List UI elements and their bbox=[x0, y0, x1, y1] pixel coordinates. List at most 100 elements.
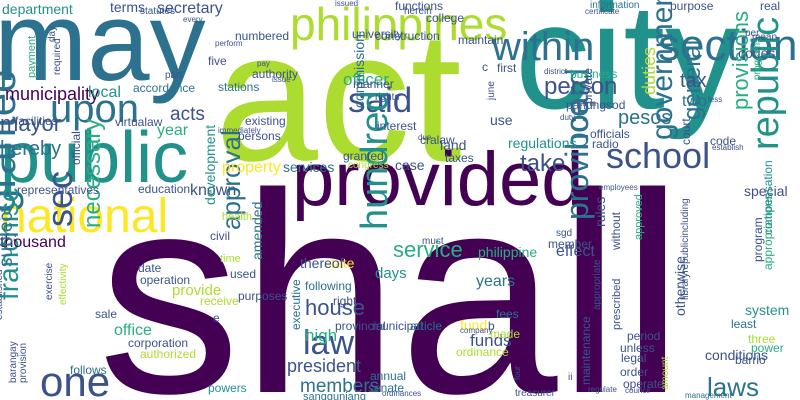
word-franchise: franchise bbox=[0, 186, 24, 300]
word-hundred: hundred bbox=[354, 91, 396, 230]
word-part: part bbox=[165, 70, 182, 81]
word-high: high bbox=[305, 326, 337, 345]
word-immediately: immediately bbox=[218, 126, 261, 135]
word-granted: granted bbox=[343, 149, 384, 163]
word-provide: provide bbox=[172, 282, 221, 299]
word-senate: senate bbox=[368, 381, 404, 395]
word-effect: effect bbox=[556, 243, 595, 260]
word-code: code bbox=[710, 134, 736, 148]
word-following: following bbox=[305, 279, 352, 293]
word-prescribed: prescribed bbox=[611, 279, 623, 330]
word-section: section bbox=[658, 21, 797, 70]
word-municipality: municipality bbox=[5, 84, 99, 104]
word-b: b bbox=[488, 319, 495, 333]
word-every: every bbox=[183, 15, 203, 24]
word-programs: programs bbox=[752, 38, 763, 80]
word-terms: terms bbox=[110, 0, 145, 15]
word-ordinance: ordinance bbox=[456, 345, 509, 359]
word-used: used bbox=[230, 267, 256, 281]
word-grantee: grantee bbox=[0, 70, 24, 212]
word-appropriations: appropriations bbox=[761, 194, 775, 270]
word-three: three bbox=[748, 332, 776, 346]
word-must: must bbox=[422, 236, 444, 247]
word-statutes: statutes bbox=[140, 6, 175, 17]
word-representatives: representatives bbox=[17, 183, 99, 197]
word-five: five bbox=[208, 54, 227, 68]
word-subject: subject bbox=[0, 206, 17, 267]
word-sale: sale bbox=[95, 307, 117, 321]
word-national: national bbox=[0, 190, 168, 243]
word-district: district bbox=[544, 67, 568, 76]
word-libraryrepublicincluding: libraryrepublicincluding bbox=[680, 198, 691, 300]
word-amount: amount bbox=[660, 356, 671, 390]
word-within: within bbox=[491, 25, 594, 69]
word-health: health bbox=[222, 211, 252, 223]
word-per: per bbox=[745, 28, 760, 39]
word-approval: approval bbox=[216, 130, 246, 230]
word-operation: operation bbox=[140, 273, 190, 287]
word-barangay: barangay bbox=[8, 341, 19, 383]
word-philippine: philippine bbox=[478, 244, 537, 260]
word-pesos: pesos bbox=[618, 107, 671, 129]
word-day: day bbox=[47, 26, 58, 42]
word-term: term bbox=[580, 99, 596, 108]
word-management: management bbox=[685, 391, 732, 400]
word-year: year bbox=[157, 122, 189, 139]
word-information: information bbox=[590, 0, 639, 11]
word-c: c bbox=[482, 60, 488, 74]
word-local: local bbox=[88, 84, 121, 101]
word-program: program bbox=[751, 217, 765, 262]
word-appropriate: appropriate bbox=[592, 259, 603, 310]
word-persons: persons bbox=[238, 129, 281, 143]
word-existing: existing bbox=[245, 114, 286, 128]
word-province: province bbox=[559, 99, 595, 220]
word-general: general bbox=[679, 40, 706, 120]
word-board: board bbox=[559, 68, 595, 150]
word-years: years bbox=[476, 273, 515, 290]
word-otherwise: otherwise bbox=[672, 256, 688, 316]
word-said: said bbox=[348, 81, 412, 120]
word-fees: fees bbox=[496, 307, 519, 321]
word-civil: civil bbox=[210, 229, 230, 243]
word-annual: annual bbox=[370, 369, 406, 383]
word-law: law bbox=[303, 324, 354, 362]
word-private: private bbox=[581, 68, 595, 104]
word-codes: codes bbox=[738, 45, 775, 61]
word-executive: executive bbox=[289, 279, 303, 330]
word-one: one bbox=[40, 358, 110, 400]
word-members: members bbox=[300, 376, 379, 397]
word-established: established bbox=[0, 269, 5, 320]
word-exercise: exercise bbox=[44, 262, 55, 300]
word-radio: radio bbox=[592, 137, 619, 151]
word-maintenance: maintenance bbox=[579, 316, 593, 385]
word-official: official bbox=[69, 131, 83, 165]
word-least: least bbox=[731, 317, 757, 331]
word-laws: laws bbox=[707, 372, 759, 400]
word-construction: construction bbox=[375, 29, 440, 43]
word-government: government bbox=[646, 0, 679, 140]
word-service: service bbox=[393, 237, 463, 262]
word-issued: issued bbox=[335, 0, 358, 8]
word-purposes: purposes bbox=[238, 289, 287, 303]
word-necessary: necessary bbox=[79, 119, 106, 228]
word-provincial: provincial bbox=[335, 319, 386, 333]
word-provision: provision bbox=[18, 343, 29, 383]
word-stations: stations bbox=[218, 80, 259, 94]
word-house: house bbox=[305, 295, 365, 320]
word-council: council bbox=[625, 386, 650, 395]
word-perform: perform bbox=[215, 39, 243, 48]
word-philippines: philippines bbox=[290, 0, 507, 50]
word-virtualaw: virtualaw bbox=[115, 115, 163, 129]
word-take: take bbox=[520, 150, 565, 177]
word-member: member bbox=[548, 237, 592, 251]
word-parlungsod: parlungsod bbox=[566, 98, 625, 112]
word-rules: rules bbox=[592, 197, 608, 227]
word-officials: officials bbox=[590, 127, 630, 141]
word-real: real bbox=[760, 0, 780, 13]
word-article: article bbox=[410, 319, 442, 333]
word-without: without bbox=[609, 211, 623, 251]
word-president: president bbox=[287, 356, 361, 376]
word-certificate: certificate bbox=[585, 7, 620, 16]
word-secretary: secretary bbox=[157, 0, 223, 17]
word-taxes: taxes bbox=[445, 151, 474, 165]
